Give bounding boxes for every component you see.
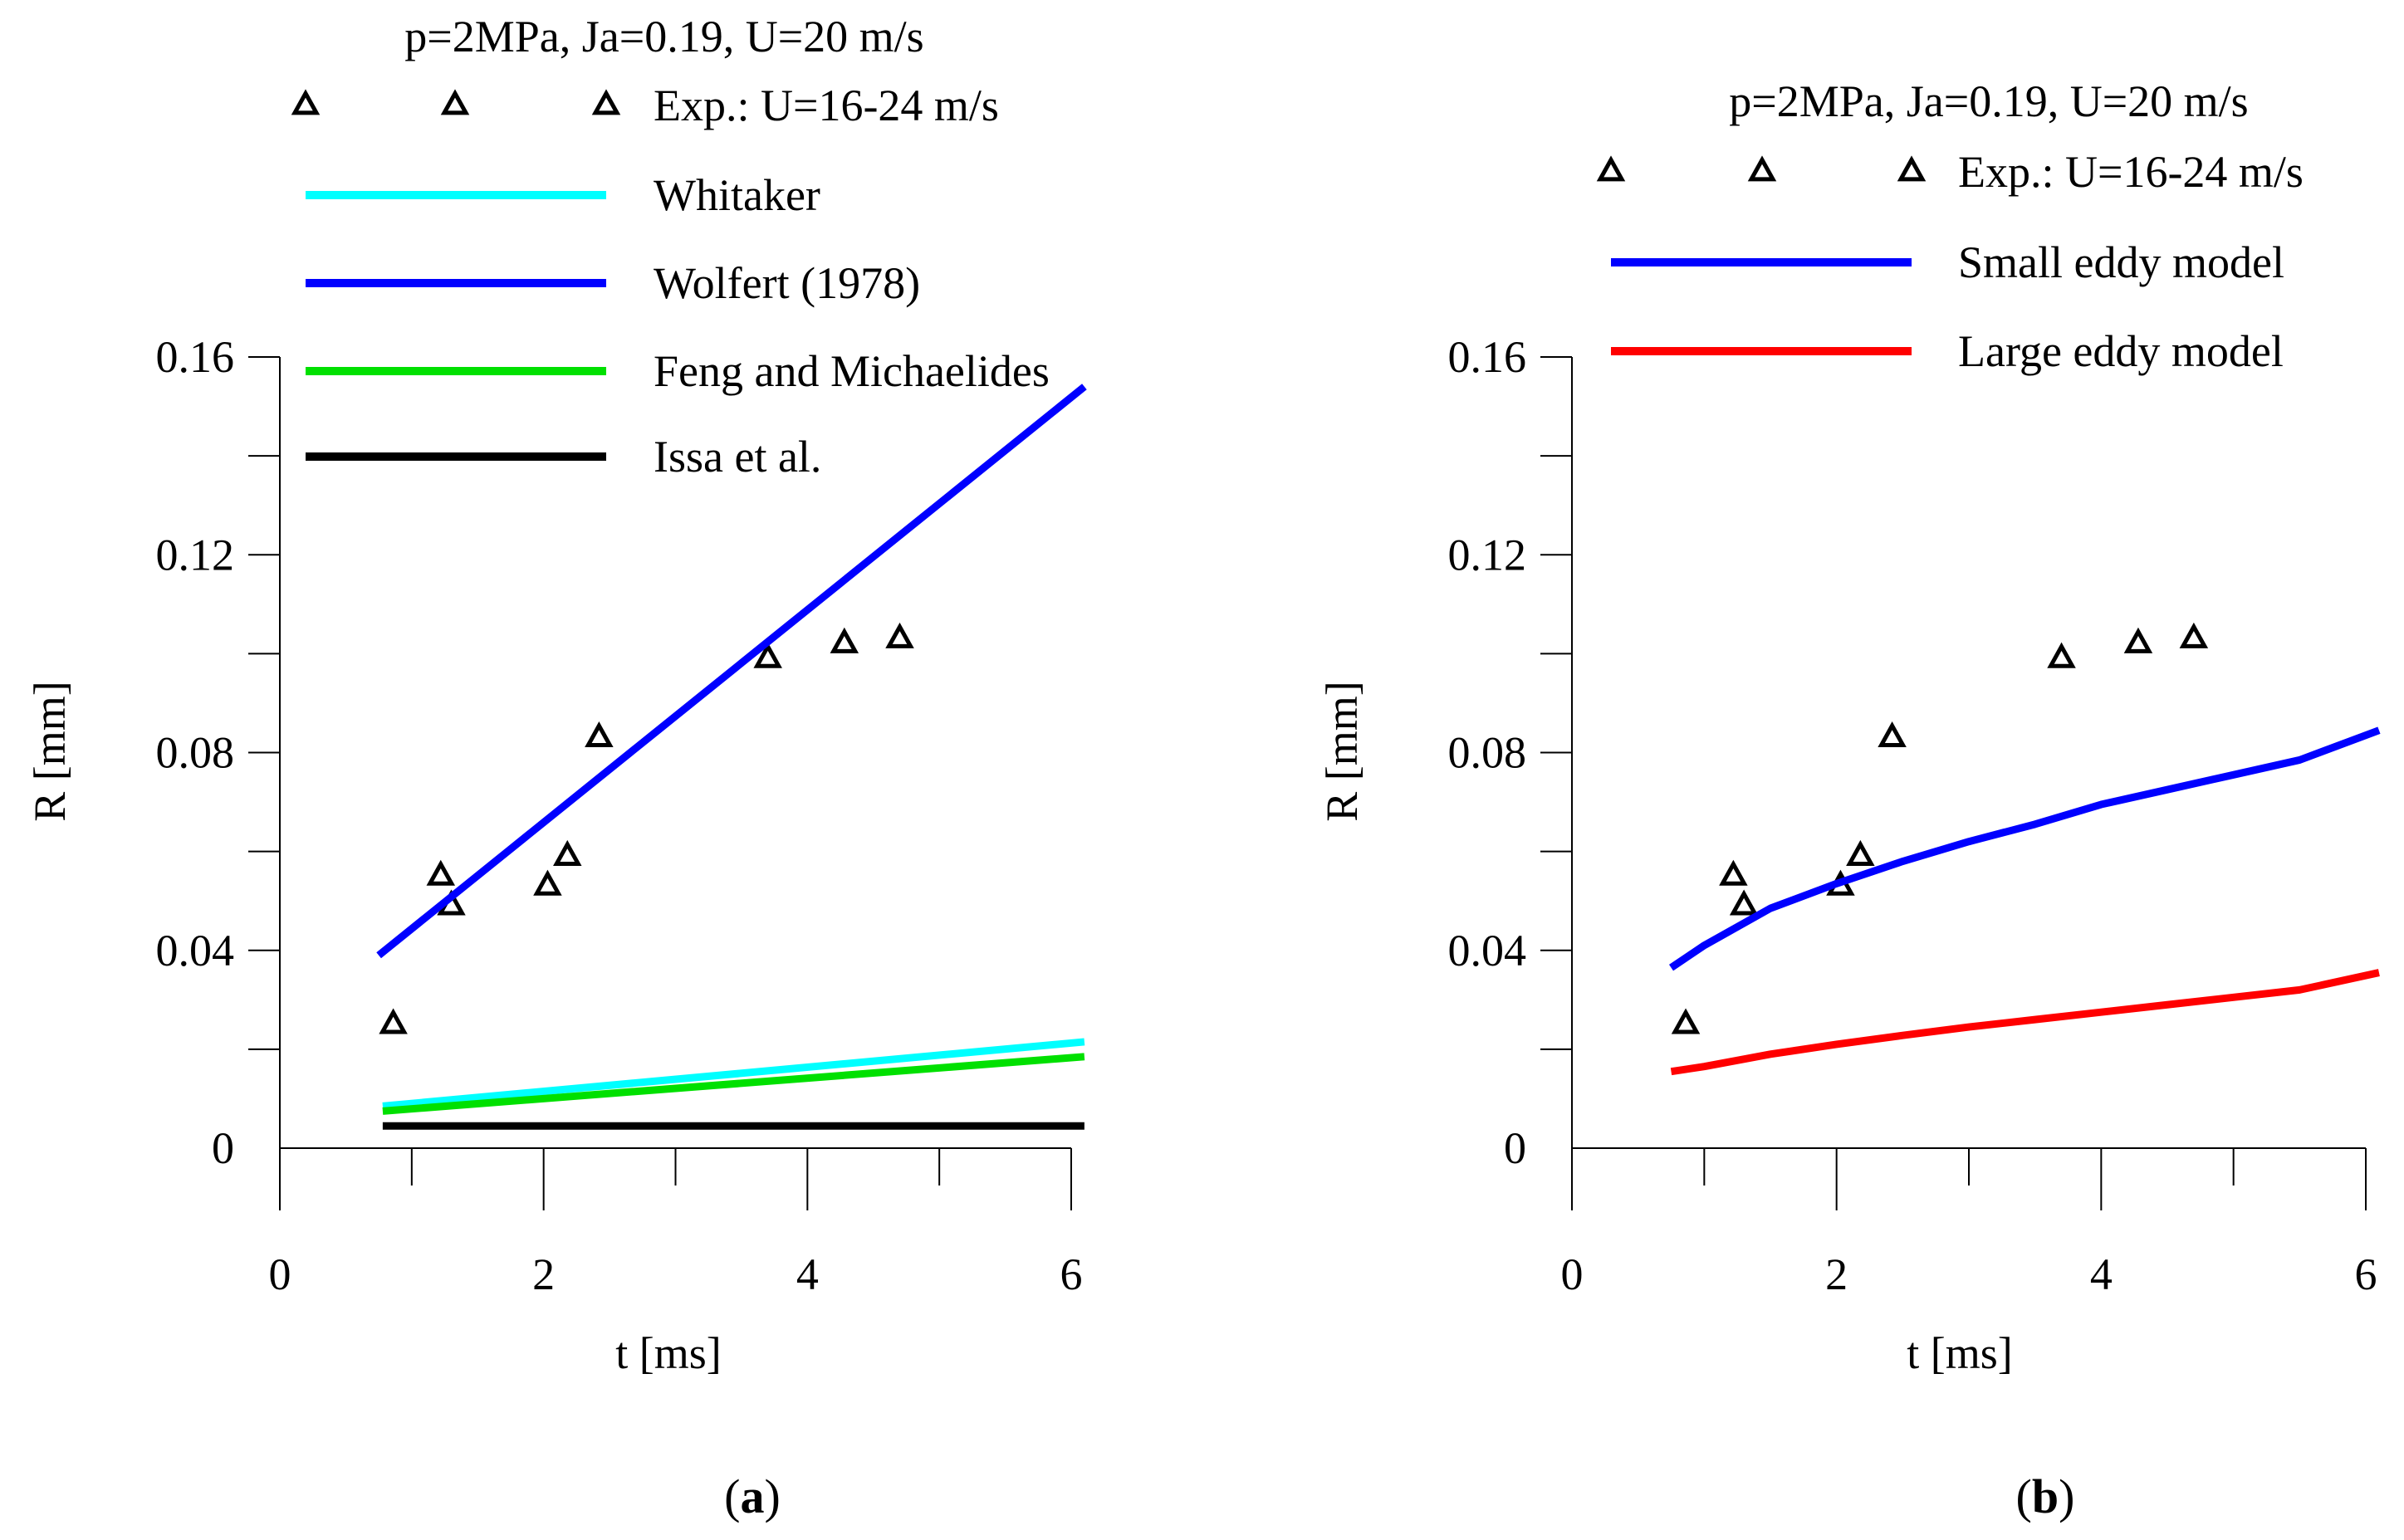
panel-a-series-line-whitaker (382, 1038, 1085, 1110)
panel-a-data-point (885, 622, 914, 648)
panel-b-data-point (1846, 839, 1875, 866)
panel-a-data-point (379, 1008, 408, 1034)
panel-a: p=2MPa, Ja=0.19, U=20 m/s Exp.: U=16-24 … (25, 12, 1087, 1523)
panel-a-x-axis-label: t [ms] (615, 1328, 722, 1378)
panel-b: p=2MPa, Ja=0.19, U=20 m/s Exp.: U=16-24 … (1317, 76, 2381, 1523)
panel-a-legend-label-whitaker: Whitaker (654, 170, 820, 220)
panel-a-legend-label-experiment: Exp.: U=16-24 m/s (654, 81, 999, 130)
panel-a-label: (a) (724, 1469, 781, 1523)
panel-a-label-close: ) (765, 1469, 781, 1523)
panel-a-data-point (830, 627, 859, 653)
panel-b-y-tick-label: 0.04 (1448, 926, 1527, 975)
panel-a-y-tick-label: 0 (212, 1123, 234, 1173)
panel-a-y-axis-label: R [mm] (25, 681, 75, 822)
panel-a-x-tick-label: 0 (269, 1249, 291, 1299)
panel-a-legend: Exp.: U=16-24 m/s Whitaker Wolfert (1978) F… (291, 81, 1050, 482)
panel-a-y-tick-label: 0.08 (156, 728, 235, 778)
panel-b-data-point (1671, 1008, 1701, 1034)
panel-a-axes: 0 0.04 0.08 0.12 0.16 0 2 4 6 (156, 332, 1083, 1299)
panel-a-legend-marker (291, 89, 321, 115)
panel-a-x-tick-label: 2 (532, 1249, 555, 1299)
panel-b-data-point (1719, 859, 1748, 886)
panel-b-y-tick-label: 0.12 (1448, 530, 1527, 579)
panel-b-plot (1668, 622, 2381, 1076)
panel-b-data-point (2047, 642, 2076, 668)
panel-b-label: (b) (2016, 1469, 2075, 1523)
panel-a-data-point (533, 869, 562, 896)
panel-a-series-line-feng-and-michaelides (382, 1053, 1085, 1115)
panel-b-title: p=2MPa, Ja=0.19, U=20 m/s (1729, 76, 2248, 126)
panel-a-data-point (753, 642, 782, 668)
panel-a-data-point (553, 839, 582, 866)
panel-b-series-line-large-eddy-model (1670, 969, 2380, 1076)
panel-a-legend-label-issa-et-al: Issa et al. (654, 432, 821, 482)
panel-b-label-open: ( (2016, 1469, 2032, 1523)
panel-b-data-point (1729, 889, 1759, 916)
panel-b-y-tick-label: 0.08 (1448, 728, 1527, 778)
panel-b-x-tick-label: 0 (1561, 1249, 1584, 1299)
panel-a-y-tick-label: 0.16 (156, 332, 235, 382)
panel-b-legend-label-experiment: Exp.: U=16-24 m/s (1958, 147, 2304, 197)
panel-b-data-point (2179, 622, 2209, 648)
panel-a-y-tick-label: 0.12 (156, 530, 235, 579)
panel-b-data-point (1878, 721, 1907, 748)
panel-b-axes: 0 0.04 0.08 0.12 0.16 0 2 4 6 (1448, 332, 2377, 1299)
panel-b-legend-marker (1596, 155, 1626, 182)
panel-b-x-tick-label: 4 (2090, 1249, 2113, 1299)
panel-a-legend-marker (591, 89, 621, 115)
panel-b-series-line-small-eddy-model (1668, 726, 2381, 971)
panel-a-data-point (426, 859, 456, 886)
panel-b-label-close: ) (2059, 1469, 2074, 1523)
panel-a-label-letter: a (741, 1469, 765, 1523)
panel-a-legend-label-feng-and-michaelides: Feng and Michaelides (654, 346, 1050, 396)
panel-b-x-tick-label: 6 (2355, 1249, 2377, 1299)
panel-a-x-tick-label: 6 (1060, 1249, 1083, 1299)
panel-b-legend-marker (1897, 155, 1927, 182)
panel-a-series-line-wolfert-1978 (376, 384, 1087, 959)
panel-b-data-point (2123, 627, 2153, 653)
panel-a-x-tick-label: 4 (796, 1249, 819, 1299)
panel-a-data-point (585, 721, 614, 748)
panel-b-y-tick-label: 0.16 (1448, 332, 1527, 382)
panel-a-legend-label-wolfert-1978: Wolfert (1978) (654, 258, 920, 308)
panel-b-legend: Exp.: U=16-24 m/s Small eddy model Large e… (1596, 147, 2304, 376)
panel-a-label-open: ( (724, 1469, 740, 1523)
panel-b-label-letter: b (2032, 1469, 2059, 1523)
panel-b-y-tick-label: 0 (1504, 1123, 1526, 1173)
panel-b-x-axis-label: t [ms] (1907, 1328, 2013, 1378)
panel-a-plot (376, 384, 1087, 1130)
panel-b-x-tick-label: 2 (1825, 1249, 1848, 1299)
panel-a-legend-marker (440, 89, 470, 115)
panel-a-y-tick-label: 0.04 (156, 926, 235, 975)
panel-b-legend-marker (1747, 155, 1777, 182)
panel-b-legend-label-large-eddy-model: Large eddy model (1958, 326, 2284, 376)
panel-a-title: p=2MPa, Ja=0.19, U=20 m/s (404, 12, 923, 61)
panel-b-legend-label-small-eddy-model: Small eddy model (1958, 237, 2284, 287)
panel-b-y-axis-label: R [mm] (1317, 681, 1367, 822)
